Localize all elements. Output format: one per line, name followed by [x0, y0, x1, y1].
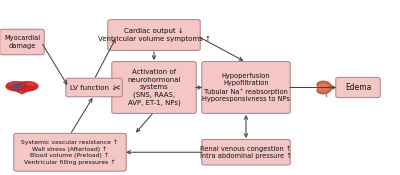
FancyBboxPatch shape [202, 62, 290, 113]
FancyBboxPatch shape [14, 133, 126, 171]
Polygon shape [6, 86, 38, 94]
FancyBboxPatch shape [202, 139, 290, 165]
Text: LV function ↓: LV function ↓ [70, 85, 118, 90]
Polygon shape [11, 84, 22, 89]
Text: Renal venous congestion ↑
Intra abdominal pressure ↑: Renal venous congestion ↑ Intra abdomina… [200, 145, 292, 159]
Polygon shape [6, 82, 27, 91]
Text: Edema: Edema [345, 83, 371, 92]
FancyBboxPatch shape [0, 29, 44, 55]
Text: Hypoperfusion
Hypofiltration
Tubular Na⁺ reabsorption
Hyporesponsivness to NPs: Hypoperfusion Hypofiltration Tubular Na⁺… [202, 73, 290, 102]
FancyBboxPatch shape [108, 20, 200, 50]
Polygon shape [17, 82, 38, 91]
Polygon shape [317, 81, 332, 94]
Text: Cardiac output ↓
Ventricular volume symptoms ↑: Cardiac output ↓ Ventricular volume symp… [98, 28, 210, 42]
Text: Myocardial
damage: Myocardial damage [4, 35, 40, 49]
Text: Activation of
neurohormonal
systems
(SNS, RAAS,
AVP, ET-1, NPs): Activation of neurohormonal systems (SNS… [127, 69, 181, 106]
Text: Systemic vascular resistance ↑
Wall stress (Afterload) ↑
Blood volume (Preload) : Systemic vascular resistance ↑ Wall stre… [22, 140, 118, 165]
Polygon shape [318, 84, 328, 91]
FancyBboxPatch shape [66, 78, 122, 97]
FancyBboxPatch shape [336, 77, 380, 98]
FancyBboxPatch shape [112, 62, 196, 113]
